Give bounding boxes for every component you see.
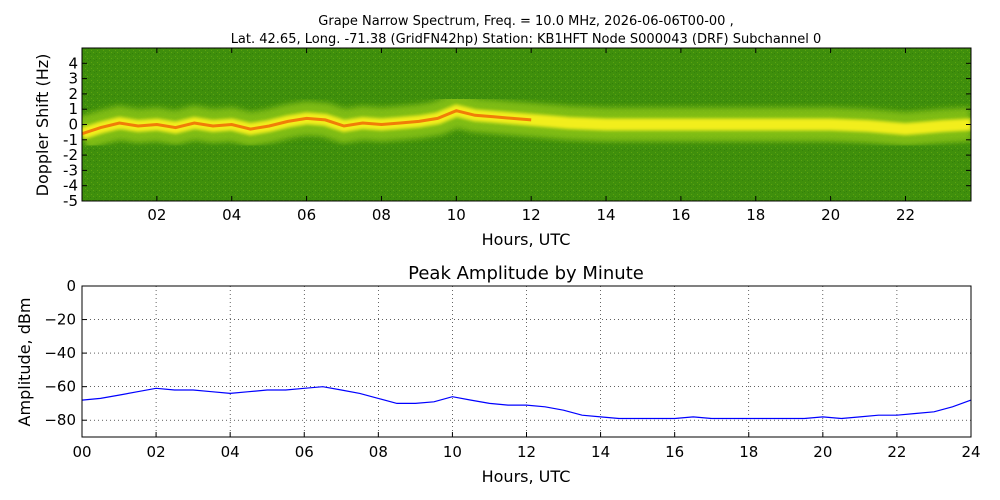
amplitude-y-tick-label: 0 bbox=[66, 277, 76, 295]
amplitude-y-axis-label: Amplitude, dBm bbox=[15, 298, 34, 427]
amplitude-series-line bbox=[81, 386, 972, 420]
amplitude-grid bbox=[81, 285, 972, 437]
spectrum-x-tick-label: 10 bbox=[447, 206, 466, 224]
spectrum-y-tick-label: 2 bbox=[68, 85, 78, 103]
spectrum-y-tick-label: -4 bbox=[63, 177, 78, 195]
spectrum-x-tick-label: 20 bbox=[821, 206, 840, 224]
amplitude-x-tick-label: 12 bbox=[517, 443, 536, 461]
spectrum-y-tick-label: 4 bbox=[68, 54, 78, 72]
amplitude-y-tick-label: −20 bbox=[44, 311, 76, 329]
spectrum-x-tick-label: 16 bbox=[671, 206, 690, 224]
spectrum-x-tick-label: 04 bbox=[222, 206, 241, 224]
spectrum-y-tick-label: 3 bbox=[68, 70, 78, 88]
amplitude-panel: Peak Amplitude by Minute 00 02 04 06 08 10 12 1… bbox=[15, 263, 981, 486]
amplitude-x-tick-label: 02 bbox=[147, 443, 166, 461]
amplitude-x-tick-label: 16 bbox=[665, 443, 684, 461]
amplitude-ticks: 00 02 04 06 08 10 12 14 16 18 20 22 24 0 −20 −40 −60 −80 bbox=[44, 277, 980, 461]
amplitude-y-tick-label: −80 bbox=[44, 411, 76, 429]
amplitude-x-tick-label: 10 bbox=[443, 443, 462, 461]
spectrum-y-tick-label: -1 bbox=[63, 131, 78, 149]
amplitude-x-tick-label: 22 bbox=[887, 443, 906, 461]
spectrum-x-tick-label: 14 bbox=[596, 206, 615, 224]
amplitude-x-tick-label: 00 bbox=[72, 443, 91, 461]
amplitude-chart-title: Peak Amplitude by Minute bbox=[408, 263, 644, 284]
amplitude-y-tick-label: −40 bbox=[44, 344, 76, 362]
figure-title-line-2: Lat. 42.65, Long. -71.38 (GridFN42hp) St… bbox=[231, 32, 822, 47]
spectrum-y-tick-label: -5 bbox=[63, 192, 78, 210]
amplitude-x-tick-label: 08 bbox=[369, 443, 388, 461]
spectrum-x-axis-label: Hours, UTC bbox=[482, 230, 571, 249]
spectrum-y-tick-label: -2 bbox=[63, 146, 78, 164]
spectrum-x-tick-label: 06 bbox=[297, 206, 316, 224]
amplitude-x-axis-label: Hours, UTC bbox=[482, 467, 571, 486]
amplitude-x-tick-label: 24 bbox=[961, 443, 980, 461]
amplitude-y-tick-label: −60 bbox=[44, 378, 76, 396]
spectrum-x-tick-label: 02 bbox=[147, 206, 166, 224]
spectrum-y-axis-label: Doppler Shift (Hz) bbox=[33, 54, 52, 197]
spectrum-x-tick-label: 18 bbox=[746, 206, 765, 224]
amplitude-x-tick-label: 20 bbox=[813, 443, 832, 461]
amplitude-x-tick-label: 18 bbox=[739, 443, 758, 461]
amplitude-x-tick-label: 14 bbox=[591, 443, 610, 461]
amplitude-x-tick-label: 04 bbox=[221, 443, 240, 461]
figure-title-line-1: Grape Narrow Spectrum, Freq. = 10.0 MHz,… bbox=[318, 14, 733, 29]
spectrum-trace-peak bbox=[82, 109, 532, 136]
spectrum-y-tick-label: 0 bbox=[68, 116, 78, 134]
spectrum-x-tick-label: 12 bbox=[522, 206, 541, 224]
amplitude-x-tick-label: 06 bbox=[295, 443, 314, 461]
spectrum-trace bbox=[82, 92, 971, 150]
spectrum-y-tick-label: -3 bbox=[63, 161, 78, 179]
spectrum-y-tick-label: 1 bbox=[68, 100, 78, 118]
spectrum-x-tick-label: 22 bbox=[896, 206, 915, 224]
spectrum-x-tick-label: 08 bbox=[372, 206, 391, 224]
